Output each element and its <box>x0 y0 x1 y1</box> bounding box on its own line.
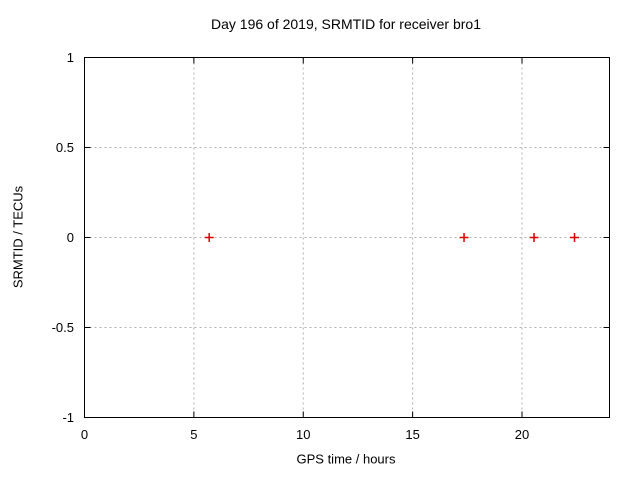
x-tick-label: 15 <box>405 427 420 442</box>
chart-title: Day 196 of 2019, SRMTID for receiver bro… <box>210 16 482 32</box>
y-tick-label: -0.5 <box>51 319 74 335</box>
x-tick-label: 20 <box>514 427 530 442</box>
x-tick-label: 0 <box>80 427 89 442</box>
x-tick-label: 10 <box>296 427 311 442</box>
x-axis-label: GPS time / hours <box>296 451 396 467</box>
y-tick-label: 0.5 <box>55 139 74 155</box>
y-tick-label: 1 <box>66 49 74 65</box>
y-tick-label: 0 <box>66 229 74 245</box>
y-tick-label: -1 <box>62 409 74 425</box>
x-tick-label: 5 <box>190 427 198 442</box>
